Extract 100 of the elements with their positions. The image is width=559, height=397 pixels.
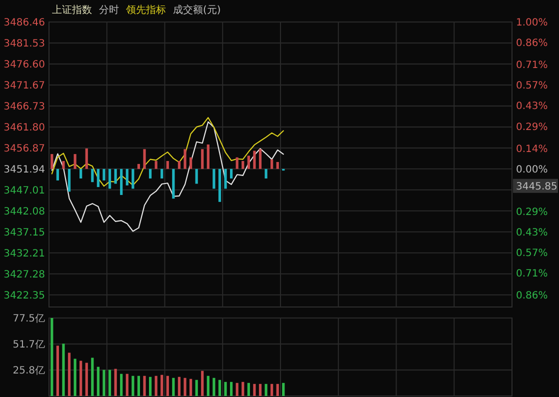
bar <box>120 168 123 195</box>
y2-tick-label: 0.43% <box>516 228 548 239</box>
bar <box>264 384 268 396</box>
bar <box>253 150 256 169</box>
bar <box>242 160 244 169</box>
y-tick-label: 3466.73 <box>4 101 45 112</box>
y-tick-label: 3422.35 <box>4 290 45 302</box>
text: 3445.85 <box>516 181 558 192</box>
bar <box>114 368 117 396</box>
bar <box>96 168 100 188</box>
bar <box>276 384 279 396</box>
text: 成交额(元) <box>173 4 221 16</box>
y-tick-label: 3447.01 <box>4 185 45 196</box>
y-tick-label: 3481.53 <box>4 38 45 50</box>
bar <box>184 149 186 169</box>
y2-tick-label: 0.86% <box>516 38 548 50</box>
bar <box>80 168 82 178</box>
y2-tick-label: 1.00% <box>516 18 548 28</box>
bar <box>189 157 192 169</box>
bar <box>137 164 140 169</box>
y2-tick-label: 0.14% <box>516 144 548 155</box>
bar <box>172 378 175 396</box>
y2-tick-label: 0.57% <box>516 248 548 260</box>
y-tick-label: 3427.28 <box>4 269 45 280</box>
bar <box>189 378 192 396</box>
y2-tick-label: 0.29% <box>516 207 548 218</box>
bar <box>282 382 285 396</box>
bar <box>154 376 158 396</box>
bar <box>154 160 158 169</box>
bar <box>253 384 256 396</box>
bar <box>224 168 227 189</box>
bar <box>126 374 128 396</box>
bar <box>230 168 233 178</box>
bar <box>56 168 59 180</box>
bar <box>62 344 65 396</box>
bar <box>102 370 106 396</box>
y-tick-label: 77.5亿 <box>12 314 45 324</box>
bar <box>143 149 146 169</box>
bar <box>166 160 169 169</box>
bar <box>114 168 117 184</box>
bar <box>218 168 222 202</box>
bar <box>247 156 250 169</box>
bar <box>143 376 146 396</box>
bar <box>195 168 198 184</box>
bar <box>218 380 222 396</box>
bar <box>276 162 279 169</box>
bar <box>247 382 250 396</box>
bar <box>91 358 94 396</box>
y-tick-label: 3437.15 <box>4 227 45 238</box>
y-tick-label: 3451.94 <box>4 164 45 176</box>
bar <box>56 346 59 396</box>
bar <box>74 358 76 396</box>
text: 领先指标 <box>126 4 166 16</box>
bar <box>108 168 112 189</box>
bar <box>270 384 274 396</box>
bar <box>160 168 164 178</box>
y2-tick-label: 0.43% <box>516 101 548 112</box>
bar <box>166 376 169 396</box>
bar <box>120 374 123 396</box>
bar <box>74 154 76 169</box>
bar <box>80 360 82 396</box>
bar <box>264 168 268 178</box>
bar <box>212 168 216 189</box>
bar <box>270 159 274 169</box>
y-tick-label: 3442.08 <box>4 206 45 218</box>
y2-tick-label: 0.57% <box>516 80 548 92</box>
bar <box>102 168 106 180</box>
chart-subtitle: 分时 <box>99 4 119 16</box>
bar <box>172 168 175 199</box>
chart-title: 上证指数 <box>52 4 92 16</box>
bar <box>236 157 238 169</box>
bar <box>108 370 112 396</box>
y2-tick-label: 0.71% <box>516 268 548 280</box>
bar <box>68 168 71 192</box>
bar <box>206 144 210 169</box>
bar <box>85 362 88 396</box>
bar <box>148 376 152 396</box>
y2-tick-label: 0.71% <box>516 60 548 72</box>
y-tick-label: 3476.60 <box>4 59 45 70</box>
y-tick-label: 3461.80 <box>4 122 45 134</box>
bar <box>148 168 152 178</box>
bar <box>85 148 88 169</box>
bar <box>160 374 164 396</box>
bar <box>236 382 238 396</box>
y-tick-label: 3456.87 <box>4 143 45 154</box>
bar <box>50 154 54 169</box>
y-tick-label: 3471.67 <box>4 80 45 92</box>
bar <box>126 168 128 186</box>
bar <box>178 376 181 396</box>
bar <box>206 376 210 396</box>
bar <box>62 160 65 169</box>
bar <box>230 382 233 396</box>
bar <box>50 318 54 396</box>
bar <box>96 366 100 396</box>
y-tick-label: 3432.21 <box>4 248 45 260</box>
bar <box>178 160 181 169</box>
y2-tick-label: 0.29% <box>516 122 548 133</box>
bar <box>258 384 262 396</box>
bar <box>258 149 262 169</box>
bar <box>68 352 71 396</box>
